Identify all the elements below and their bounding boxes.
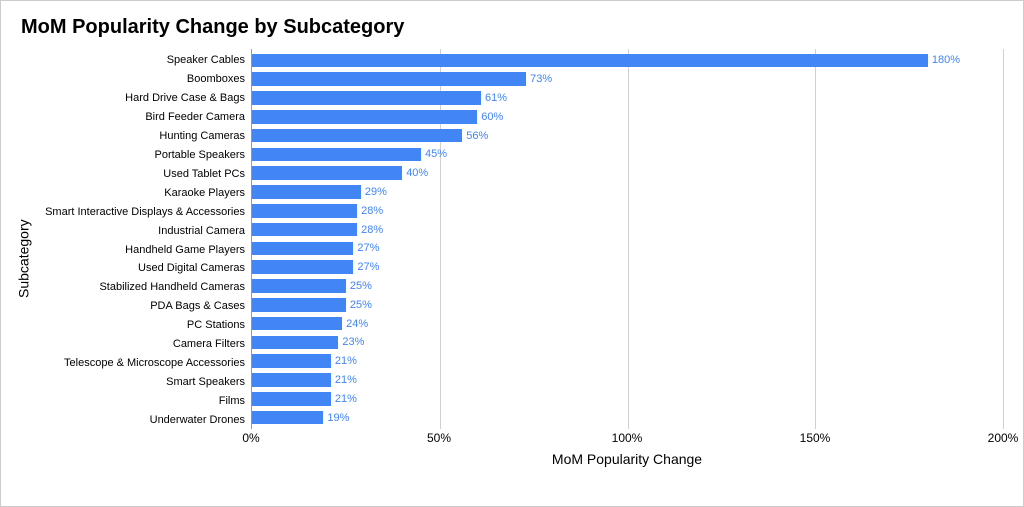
bar-row: 60%: [252, 107, 1003, 126]
category-label: Underwater Drones: [36, 410, 251, 429]
category-label: Hard Drive Case & Bags: [36, 89, 251, 108]
bar-value-label: 29%: [361, 186, 387, 198]
bar-row: 180%: [252, 51, 1003, 70]
category-label: Used Digital Cameras: [36, 259, 251, 278]
x-tick-label: 200%: [988, 431, 1019, 445]
bar: [252, 317, 342, 331]
category-label: Stabilized Handheld Cameras: [36, 278, 251, 297]
bar-value-label: 60%: [477, 111, 503, 123]
bar-row: 73%: [252, 70, 1003, 89]
bar-row: 29%: [252, 183, 1003, 202]
bar: [252, 129, 462, 143]
bar-row: 28%: [252, 201, 1003, 220]
bar-row: 25%: [252, 295, 1003, 314]
bar-value-label: 19%: [323, 412, 349, 424]
bar-row: 24%: [252, 314, 1003, 333]
bar: [252, 204, 357, 218]
category-label: Boomboxes: [36, 70, 251, 89]
category-label: Portable Speakers: [36, 146, 251, 165]
bar-row: 25%: [252, 277, 1003, 296]
category-label: Telescope & Microscope Accessories: [36, 354, 251, 373]
bar-value-label: 27%: [353, 242, 379, 254]
bar-value-label: 73%: [526, 73, 552, 85]
bar: [252, 354, 331, 368]
bar-row: 40%: [252, 164, 1003, 183]
bar: [252, 392, 331, 406]
category-label: Hunting Cameras: [36, 127, 251, 146]
x-tick-label: 50%: [427, 431, 451, 445]
category-label: Used Tablet PCs: [36, 164, 251, 183]
category-label: Bird Feeder Camera: [36, 108, 251, 127]
x-tick-label: 0%: [242, 431, 259, 445]
bar-value-label: 28%: [357, 205, 383, 217]
bar-value-label: 24%: [342, 318, 368, 330]
bar-value-label: 21%: [331, 374, 357, 386]
bar: [252, 72, 526, 86]
bar-row: 56%: [252, 126, 1003, 145]
category-label: Camera Filters: [36, 335, 251, 354]
bar: [252, 91, 481, 105]
bar: [252, 373, 331, 387]
bar: [252, 223, 357, 237]
bar: [252, 336, 338, 350]
bar-row: 27%: [252, 258, 1003, 277]
bar-value-label: 27%: [353, 261, 379, 273]
bar-value-label: 25%: [346, 299, 372, 311]
bar: [252, 148, 421, 162]
bar-value-label: 61%: [481, 92, 507, 104]
chart-container: MoM Popularity Change by Subcategory Sub…: [0, 0, 1024, 507]
category-label: Industrial Camera: [36, 221, 251, 240]
bar: [252, 242, 353, 256]
plot-area: 180% 73% 61% 60% 56% 45% 40% 29% 28% 28% 27% 27% 25%…: [251, 49, 1003, 469]
bar-row: 27%: [252, 239, 1003, 258]
x-axis-label: MoM Popularity Change: [251, 451, 1003, 467]
x-tick-label: 100%: [612, 431, 643, 445]
bar-value-label: 28%: [357, 224, 383, 236]
bar-row: 21%: [252, 389, 1003, 408]
y-axis-label: Subcategory: [11, 49, 36, 469]
category-label: PC Stations: [36, 316, 251, 335]
bar-value-label: 21%: [331, 355, 357, 367]
chart-body: Subcategory Speaker CablesBoomboxesHard …: [11, 49, 1003, 469]
x-tick-label: 150%: [800, 431, 831, 445]
bar-row: 28%: [252, 220, 1003, 239]
x-axis-ticks: 0%50%100%150%200%: [251, 431, 1003, 449]
category-label: PDA Bags & Cases: [36, 297, 251, 316]
bar: [252, 411, 323, 425]
bar: [252, 110, 477, 124]
bar: [252, 298, 346, 312]
bars-area: 180% 73% 61% 60% 56% 45% 40% 29% 28% 28% 27% 27% 25%…: [252, 51, 1003, 427]
category-label: Karaoke Players: [36, 183, 251, 202]
bar-row: 19%: [252, 408, 1003, 427]
category-label: Smart Speakers: [36, 372, 251, 391]
category-label: Smart Interactive Displays & Accessories: [36, 202, 251, 221]
category-label: Films: [36, 391, 251, 410]
bar-row: 61%: [252, 89, 1003, 108]
bar-row: 21%: [252, 352, 1003, 371]
bar: [252, 54, 928, 68]
bar-row: 45%: [252, 145, 1003, 164]
bar-value-label: 25%: [346, 280, 372, 292]
category-label: Handheld Game Players: [36, 240, 251, 259]
bar: [252, 260, 353, 274]
y-axis-categories: Speaker CablesBoomboxesHard Drive Case &…: [36, 49, 251, 429]
bar-row: 23%: [252, 333, 1003, 352]
bar: [252, 279, 346, 293]
bar-value-label: 180%: [928, 54, 960, 66]
category-label: Speaker Cables: [36, 51, 251, 70]
bar-value-label: 56%: [462, 130, 488, 142]
bar-value-label: 40%: [402, 167, 428, 179]
bar-row: 21%: [252, 371, 1003, 390]
bar: [252, 166, 402, 180]
chart-title: MoM Popularity Change by Subcategory: [11, 11, 1003, 49]
bar-value-label: 21%: [331, 393, 357, 405]
bar: [252, 185, 361, 199]
bar-value-label: 23%: [338, 336, 364, 348]
gridline: [1003, 49, 1004, 429]
bar-value-label: 45%: [421, 148, 447, 160]
